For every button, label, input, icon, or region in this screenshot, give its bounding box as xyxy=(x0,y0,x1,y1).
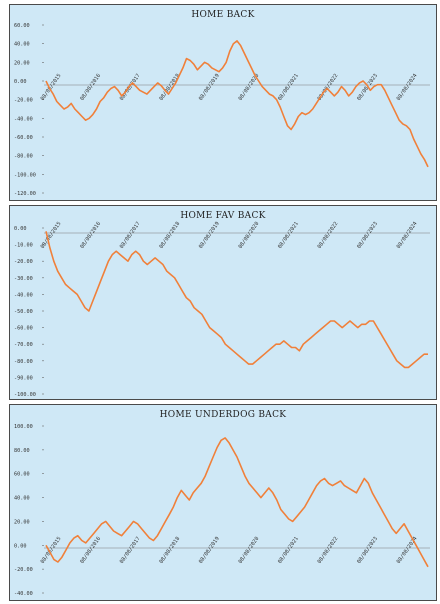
x-tick-label: 08/08/2018 xyxy=(158,536,181,565)
y-tick-label: 60.00 xyxy=(14,23,30,29)
y-tick-label: -80.00 xyxy=(14,359,33,365)
y-tick-label: 40.00 xyxy=(14,42,30,48)
x-tick-label: 08/08/2016 xyxy=(79,221,102,250)
y-tick-label: -100.00 xyxy=(14,172,36,178)
chart-panel-home-underdog-back: HOME UNDERDOG BACK 100.00 80.00 60.00 40.00… xyxy=(9,404,437,601)
x-tick-label: 08/08/2021 xyxy=(277,73,300,102)
y-tick-label: 80.00 xyxy=(14,448,30,454)
y-tick-label: 0.00 xyxy=(14,226,27,232)
y-tick-label: -60.00 xyxy=(14,326,33,332)
y-tick-label: -80.00 xyxy=(14,154,33,160)
y-tick-label: -20.00 xyxy=(14,259,33,265)
x-tick-label: 08/08/2022 xyxy=(317,536,340,565)
x-tick-label: 08/08/2016 xyxy=(79,73,102,102)
y-tick-label: -40.00 xyxy=(14,591,33,597)
y-tick-label: -10.00 xyxy=(14,243,33,249)
y-tick-label: 40.00 xyxy=(14,496,30,502)
y-tick-label: -90.00 xyxy=(14,375,33,381)
series-line xyxy=(45,231,428,369)
y-tick-label: -40.00 xyxy=(14,292,33,298)
x-tick-label: 08/08/2021 xyxy=(277,221,300,250)
y-tick-label: -120.00 xyxy=(14,191,36,197)
y-tick-label: -30.00 xyxy=(14,276,33,282)
y-tick-label: -100.00 xyxy=(14,392,36,398)
y-tick-label: -40.00 xyxy=(14,116,33,122)
x-tick-label: 08/08/2019 xyxy=(198,221,221,250)
x-tick-label: 08/08/2024 xyxy=(396,536,419,565)
x-tick-label: 08/08/2024 xyxy=(396,73,419,102)
x-tick-label: 08/08/2019 xyxy=(198,536,221,565)
series-line xyxy=(45,437,429,568)
y-tick-label: -60.00 xyxy=(14,135,33,141)
x-tick-label: 08/08/2022 xyxy=(317,221,340,250)
chart-title: HOME UNDERDOG BACK xyxy=(159,410,287,420)
x-tick-label: 08/08/2020 xyxy=(238,221,261,250)
chart-panel-home-fav-back: HOME FAV BACK 0.00 -10.00 -20.00 -30.00 -40.… xyxy=(9,205,437,400)
x-tick-label: 08/08/2024 xyxy=(396,221,419,250)
chart-panel-home-back: HOME BACK 60.00 40.00 20.00 0.00 -20.00 -40.0… xyxy=(9,4,437,201)
line-chart: 100.00 80.00 60.00 40.00 20.00 0.00 -20.00 -40.… xyxy=(14,424,430,597)
x-tick-label: 08/08/2020 xyxy=(238,536,261,565)
x-tick-label: 08/08/2018 xyxy=(158,221,181,250)
y-tick-label: 0.00 xyxy=(14,79,27,85)
x-tick-label: 08/08/2023 xyxy=(356,536,379,565)
x-tick-label: 08/08/2017 xyxy=(119,73,142,102)
x-tick-label: 08/08/2015 xyxy=(40,221,63,250)
y-tick-label: -20.00 xyxy=(14,567,33,573)
y-tick-label: 60.00 xyxy=(14,472,30,478)
chart-title: HOME BACK xyxy=(191,10,255,20)
x-tick-label: 08/08/2017 xyxy=(119,221,142,250)
x-tick-label: 08/08/2015 xyxy=(40,73,63,102)
chart-title: HOME FAV BACK xyxy=(180,211,266,221)
y-tick-label: 20.00 xyxy=(14,519,30,525)
line-chart: 0.00 -10.00 -20.00 -30.00 -40.00 -50.00 -60.00… xyxy=(14,221,430,398)
x-tick-label: 08/08/2021 xyxy=(277,536,300,565)
y-tick-label: -50.00 xyxy=(14,309,33,315)
y-tick-label: -70.00 xyxy=(14,342,33,348)
x-tick-label: 08/08/2023 xyxy=(356,221,379,250)
y-tick-label: 100.00 xyxy=(14,424,33,430)
y-tick-label: 0.00 xyxy=(14,543,27,549)
x-tick-label: 08/08/2017 xyxy=(119,536,142,565)
y-tick-label: 20.00 xyxy=(14,60,30,66)
series-line xyxy=(45,40,429,168)
x-tick-label: 08/08/2019 xyxy=(198,73,221,102)
y-tick-label: -20.00 xyxy=(14,98,33,104)
line-chart: 60.00 40.00 20.00 0.00 -20.00 -40.00 -60.00 -80… xyxy=(14,23,430,197)
